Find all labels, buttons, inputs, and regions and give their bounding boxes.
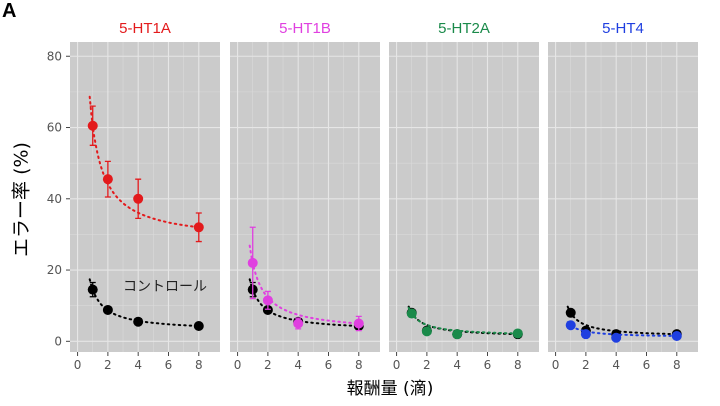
drug-point (580, 329, 591, 340)
panel-background (548, 42, 698, 352)
drug-point (87, 120, 98, 131)
panel-label: A (2, 0, 17, 22)
x-tick-label: 6 (643, 358, 651, 372)
x-tick-label: 4 (134, 358, 142, 372)
drug-point (452, 329, 463, 340)
x-tick-label: 2 (264, 358, 272, 372)
control-fit-curve (88, 278, 200, 327)
x-tick-label: 2 (104, 358, 112, 372)
drug-point (406, 308, 417, 319)
panel-title: 5-HT1B (279, 20, 331, 37)
drug-point (353, 318, 364, 329)
drug-point (247, 257, 258, 268)
drug-point (102, 174, 113, 185)
panel-title: 5-HT4 (602, 20, 644, 37)
drug-point (671, 330, 682, 341)
x-tick-label: 8 (355, 358, 363, 372)
drug-point (193, 222, 204, 233)
drug-point (293, 318, 304, 329)
y-tick-label: 80 (47, 49, 62, 63)
drug-point (611, 332, 622, 343)
control-point (133, 316, 144, 327)
drug-point (133, 193, 144, 204)
y-tick-label: 20 (47, 263, 62, 277)
x-tick-label: 8 (673, 358, 681, 372)
x-tick-label: 4 (453, 358, 461, 372)
x-axis-label: 報酬量 (滴) (346, 379, 434, 399)
control-fit-curve (248, 278, 360, 327)
x-tick-label: 0 (234, 358, 242, 372)
drug-point (565, 320, 576, 331)
y-tick-label: 0 (54, 334, 62, 348)
control-point (193, 320, 204, 331)
x-tick-label: 8 (514, 358, 522, 372)
x-tick-label: 6 (325, 358, 333, 372)
x-tick-label: 4 (612, 358, 620, 372)
panel-background (70, 42, 220, 352)
control-annotation: コントロール (123, 279, 207, 295)
control-point (262, 304, 273, 315)
control-fit-curve (566, 305, 678, 336)
panel-title: 5-HT1A (119, 20, 171, 37)
y-tick-label: 60 (47, 121, 62, 135)
drug-point (262, 295, 273, 306)
panel-title: 5-HT2A (438, 20, 490, 37)
control-point (102, 304, 113, 315)
x-tick-label: 2 (582, 358, 590, 372)
panel-background (389, 42, 539, 352)
control-point (565, 307, 576, 318)
drug-fit-curve (566, 321, 678, 337)
x-tick-label: 6 (165, 358, 173, 372)
x-tick-label: 4 (294, 358, 302, 372)
drug-fit-curve (407, 306, 519, 335)
x-tick-label: 0 (74, 358, 82, 372)
control-point (87, 284, 98, 295)
x-tick-label: 6 (484, 358, 492, 372)
drug-point (512, 328, 523, 339)
x-tick-label: 2 (423, 358, 431, 372)
drug-point (421, 326, 432, 337)
panel-background (230, 42, 380, 352)
y-tick-label: 40 (47, 192, 62, 206)
x-tick-label: 0 (393, 358, 401, 372)
x-tick-label: 0 (552, 358, 560, 372)
x-tick-label: 8 (195, 358, 203, 372)
y-axis-label: エラー率 (%) (10, 142, 33, 257)
